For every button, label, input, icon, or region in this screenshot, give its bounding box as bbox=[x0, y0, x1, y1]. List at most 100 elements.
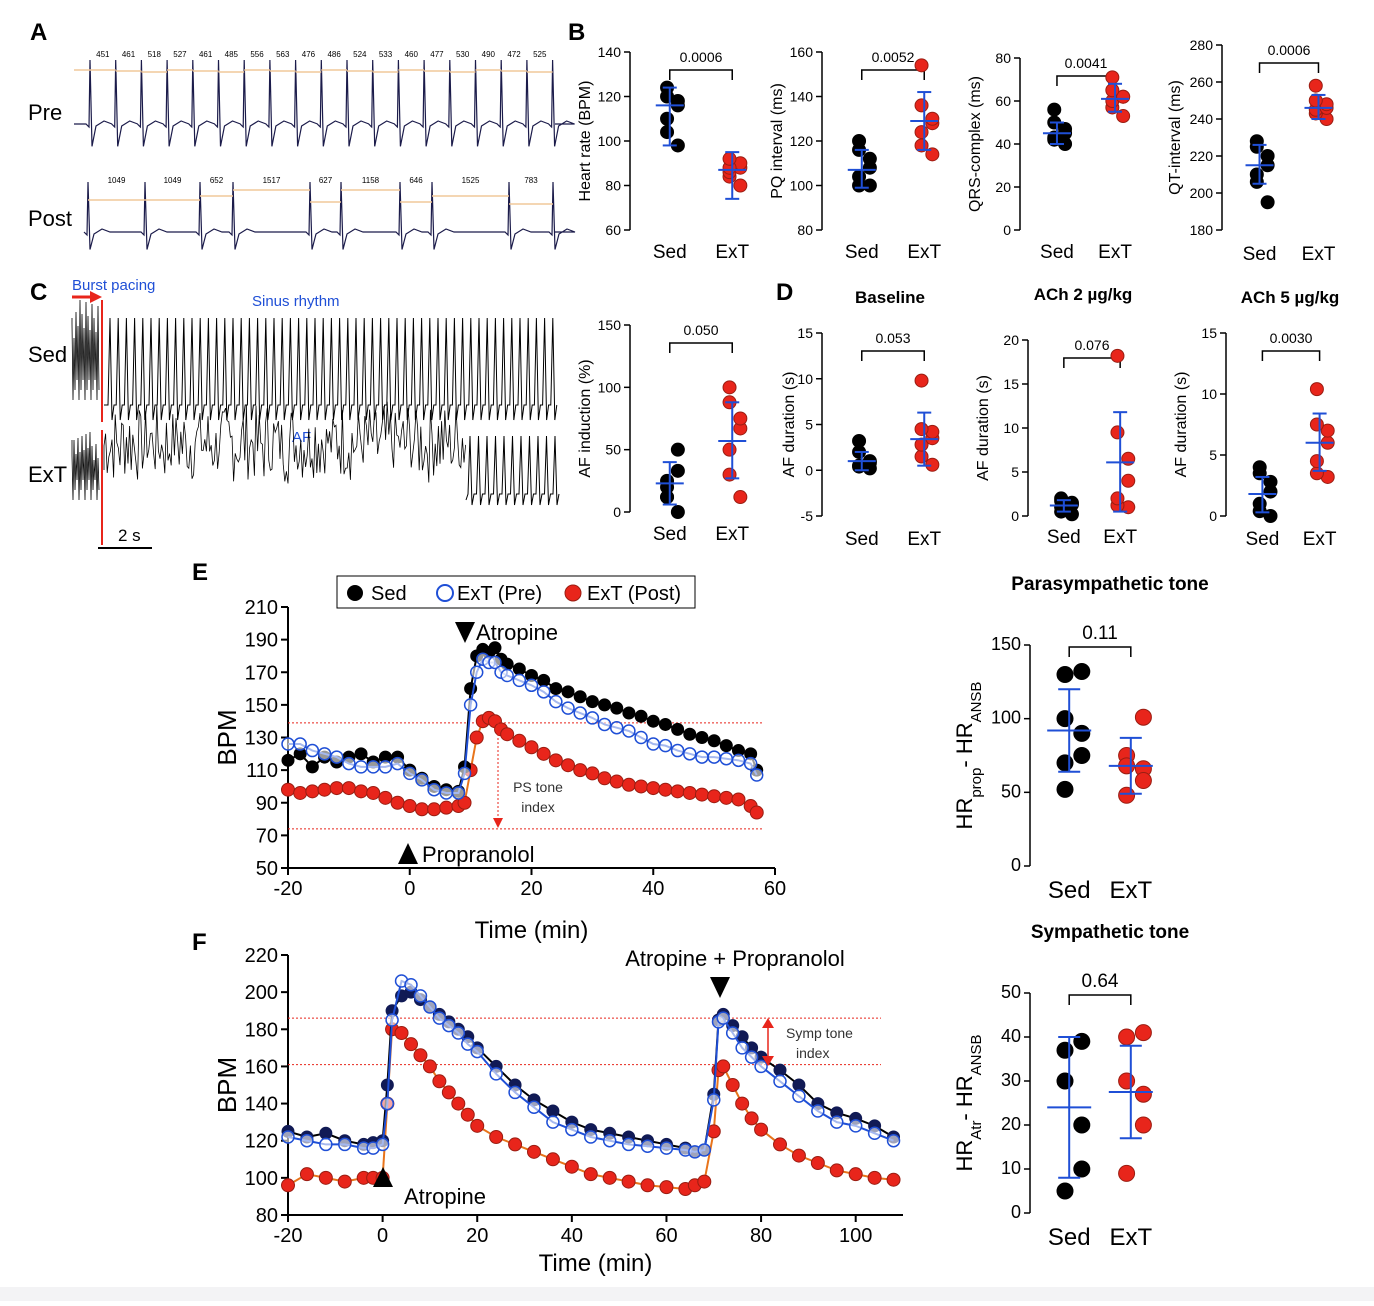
dotplot-e_tone: 0 50 100 150 Sed ExT HRprop- HRANSB Parasympath… bbox=[952, 574, 1209, 904]
d-title-ach5: ACh 5 µg/kg bbox=[1241, 288, 1340, 307]
panel-label-d: D bbox=[776, 279, 793, 306]
data-point-sed bbox=[1073, 747, 1091, 764]
y-tick-label: 20 bbox=[995, 179, 1011, 195]
series-point-2 bbox=[744, 1111, 759, 1126]
rr-interval-label: 486 bbox=[327, 50, 341, 59]
data-point-ext bbox=[1309, 466, 1324, 481]
series-point-1 bbox=[366, 760, 380, 774]
series-point-2 bbox=[422, 1059, 437, 1074]
category-label: Sed bbox=[1047, 527, 1081, 548]
y-tick-label: 80 bbox=[605, 178, 621, 194]
legend-label-ext-pre: ExT (Pre) bbox=[457, 583, 542, 605]
dotplot-b3: 0 20 40 60 80 Sed ExT QRS-complex (ms) 0.0041 bbox=[967, 50, 1132, 263]
series-point-1 bbox=[439, 786, 454, 800]
data-point-sed bbox=[670, 463, 685, 478]
series-point-0 bbox=[512, 662, 526, 676]
data-point-ext bbox=[914, 449, 929, 464]
data-point-sed bbox=[1047, 102, 1062, 117]
y-axis-label: HRprop- HRANSB bbox=[952, 682, 985, 830]
rr-interval-label: 530 bbox=[456, 50, 470, 59]
panel-label-b: B bbox=[568, 19, 585, 46]
category-label: Sed bbox=[1048, 1224, 1091, 1251]
rr-interval-label: 525 bbox=[533, 50, 547, 59]
series-point-0 bbox=[319, 1126, 333, 1140]
series-point-1 bbox=[354, 760, 368, 774]
legend-label-sed: Sed bbox=[371, 583, 407, 605]
p-value: 0.0030 bbox=[1270, 330, 1313, 346]
data-point-sed bbox=[1249, 167, 1264, 182]
y-axis-label: HRAtr- HRANSB bbox=[952, 1034, 985, 1171]
series-point-2 bbox=[564, 1159, 579, 1174]
series-point-2 bbox=[457, 795, 472, 810]
ecg-traces-a: 451 461 518 527 461 485 556 563 476 486 524 533 460 4… bbox=[74, 50, 576, 250]
dotplot-b1: 60 80 100 120 140 Sed ExT Heart rate (BPM) 0.000… bbox=[577, 44, 750, 263]
y-tick-label: 5 bbox=[1209, 447, 1217, 463]
data-point-ext bbox=[1118, 1072, 1136, 1090]
x-axis-label: Time (min) bbox=[539, 1250, 653, 1277]
significance-bracket bbox=[861, 69, 925, 80]
series-point-0 bbox=[549, 682, 563, 696]
significance-bracket bbox=[1261, 350, 1321, 361]
series-point-1 bbox=[573, 706, 587, 720]
y-tick-label: 120 bbox=[598, 89, 622, 105]
series-point-1 bbox=[622, 724, 636, 738]
series-point-2 bbox=[658, 782, 673, 797]
y-tick-label: -5 bbox=[801, 508, 814, 524]
significance-bracket bbox=[861, 350, 925, 361]
significance-bracket bbox=[1258, 62, 1320, 73]
y-tick-label: 210 bbox=[245, 597, 278, 619]
y-tick-label: 120 bbox=[790, 133, 814, 149]
series-point-1 bbox=[432, 1011, 447, 1025]
series-point-1 bbox=[707, 750, 721, 764]
series-point-2 bbox=[402, 799, 417, 814]
series-point-1 bbox=[404, 977, 418, 992]
data-point-ext bbox=[914, 125, 929, 140]
y-axis-label: AF induction (%) bbox=[577, 359, 594, 477]
y-axis-label: Heart rate (BPM) bbox=[577, 81, 594, 202]
data-point-ext bbox=[1134, 1024, 1152, 1042]
category-label: ExT bbox=[1302, 244, 1336, 265]
series-point-0 bbox=[281, 753, 295, 767]
category-label: Sed bbox=[845, 529, 879, 550]
data-point-ext bbox=[1110, 348, 1125, 363]
data-point-ext bbox=[925, 111, 940, 126]
series-point-2 bbox=[621, 777, 636, 792]
rr-interval-label: 1525 bbox=[462, 176, 480, 185]
series-point-1 bbox=[527, 1100, 541, 1115]
series-point-1 bbox=[427, 782, 441, 797]
series-point-1 bbox=[508, 1085, 522, 1100]
y-tick-label: 120 bbox=[245, 1131, 278, 1153]
y-tick-label: 200 bbox=[245, 982, 278, 1004]
data-point-sed bbox=[1073, 1116, 1091, 1134]
y-tick-label: 30 bbox=[1001, 1070, 1021, 1090]
series-point-2 bbox=[512, 733, 527, 748]
series-point-2 bbox=[725, 1078, 740, 1092]
series-point-2 bbox=[317, 782, 332, 797]
series-point-2 bbox=[366, 785, 381, 800]
series-point-2 bbox=[545, 1152, 560, 1167]
series-point-1 bbox=[319, 1137, 333, 1152]
series-point-1 bbox=[585, 711, 600, 725]
af-label: AF bbox=[292, 429, 311, 446]
y-axis-label: QRS-complex (ms) bbox=[967, 76, 984, 212]
series-point-2 bbox=[773, 1137, 787, 1152]
series-point-1 bbox=[830, 1115, 844, 1129]
y-tick-label: 100 bbox=[245, 1168, 278, 1190]
data-point-ext bbox=[1110, 425, 1125, 440]
dotplot-b2: 80 100 120 140 160 Sed ExT PQ interval (ms) 0.00… bbox=[769, 44, 942, 263]
series-point-2 bbox=[791, 1148, 806, 1163]
y-tick-label: 80 bbox=[995, 50, 1011, 66]
x-tick-label: 60 bbox=[764, 878, 786, 900]
series-point-1 bbox=[719, 751, 734, 766]
series-point-2 bbox=[670, 784, 685, 799]
ecg-sed-label: Sed bbox=[28, 342, 67, 367]
series-point-2 bbox=[524, 740, 539, 755]
y-tick-label: 0 bbox=[1011, 1202, 1021, 1222]
panel-label-c: C bbox=[30, 279, 47, 306]
series-point-1 bbox=[670, 743, 685, 758]
series-point-1 bbox=[413, 989, 428, 1003]
data-point-ext bbox=[1118, 1028, 1136, 1046]
series-point-2 bbox=[329, 781, 344, 796]
panel-label-a: A bbox=[30, 19, 47, 46]
